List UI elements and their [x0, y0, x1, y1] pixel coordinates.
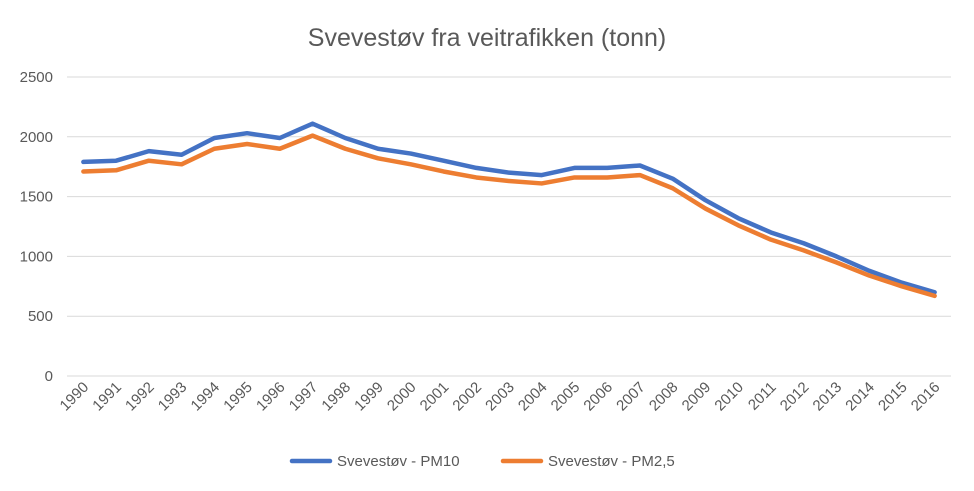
- y-tick-label: 0: [45, 368, 53, 385]
- x-tick-label: 2000: [384, 379, 420, 415]
- x-tick-label: 1999: [351, 379, 387, 415]
- y-tick-label: 1000: [20, 248, 53, 265]
- x-tick-label: 1992: [122, 379, 158, 415]
- x-tick-label: 1998: [319, 379, 355, 415]
- x-tick-label: 2016: [908, 379, 944, 415]
- gridlines: [67, 76, 951, 377]
- x-tick-label: 2013: [810, 379, 846, 415]
- series-line-pm10: [81, 121, 937, 295]
- y-axis-ticks: 0 500 1000 1500 2000 2500: [20, 69, 53, 385]
- legend: Svevestøv - PM10 Svevestøv - PM2,5: [289, 453, 675, 470]
- x-tick-label: 2010: [711, 379, 747, 415]
- x-tick-label: 2011: [745, 379, 780, 414]
- legend-label: Svevestøv - PM2,5: [548, 453, 675, 470]
- x-tick-label: 1995: [220, 379, 256, 415]
- x-tick-label: 1996: [253, 379, 289, 415]
- legend-label: Svevestøv - PM10: [337, 453, 460, 470]
- x-tick-label: 1997: [286, 379, 322, 415]
- x-tick-label: 2003: [482, 379, 518, 415]
- x-tick-label: 2004: [515, 379, 551, 415]
- x-tick-label: 2006: [580, 379, 616, 415]
- x-tick-label: 1991: [89, 379, 125, 415]
- series-line-pm25: [81, 133, 937, 299]
- x-tick-label: 2015: [875, 379, 911, 415]
- x-tick-label: 2007: [613, 379, 649, 415]
- x-tick-label: 2002: [449, 379, 485, 415]
- x-tick-label: 1994: [188, 379, 224, 415]
- x-tick-label: 2014: [842, 379, 878, 415]
- y-tick-label: 1500: [20, 189, 53, 206]
- x-tick-label: 2001: [417, 379, 453, 415]
- chart-title: Svevestøv fra veitrafikken (tonn): [308, 24, 666, 52]
- y-tick-label: 500: [28, 308, 53, 325]
- y-tick-label: 2500: [20, 69, 53, 86]
- x-tick-label: 2009: [679, 379, 715, 415]
- x-tick-label: 2008: [646, 379, 682, 415]
- x-tick-label: 1993: [155, 379, 191, 415]
- y-tick-label: 2000: [20, 129, 53, 146]
- series-lines: [81, 121, 937, 299]
- x-tick-label: 1990: [57, 379, 93, 415]
- x-tick-label: 2005: [548, 379, 584, 415]
- x-axis-ticks: 1990199119921993199419951996199719981999…: [57, 379, 944, 415]
- x-tick-label: 2012: [777, 379, 813, 415]
